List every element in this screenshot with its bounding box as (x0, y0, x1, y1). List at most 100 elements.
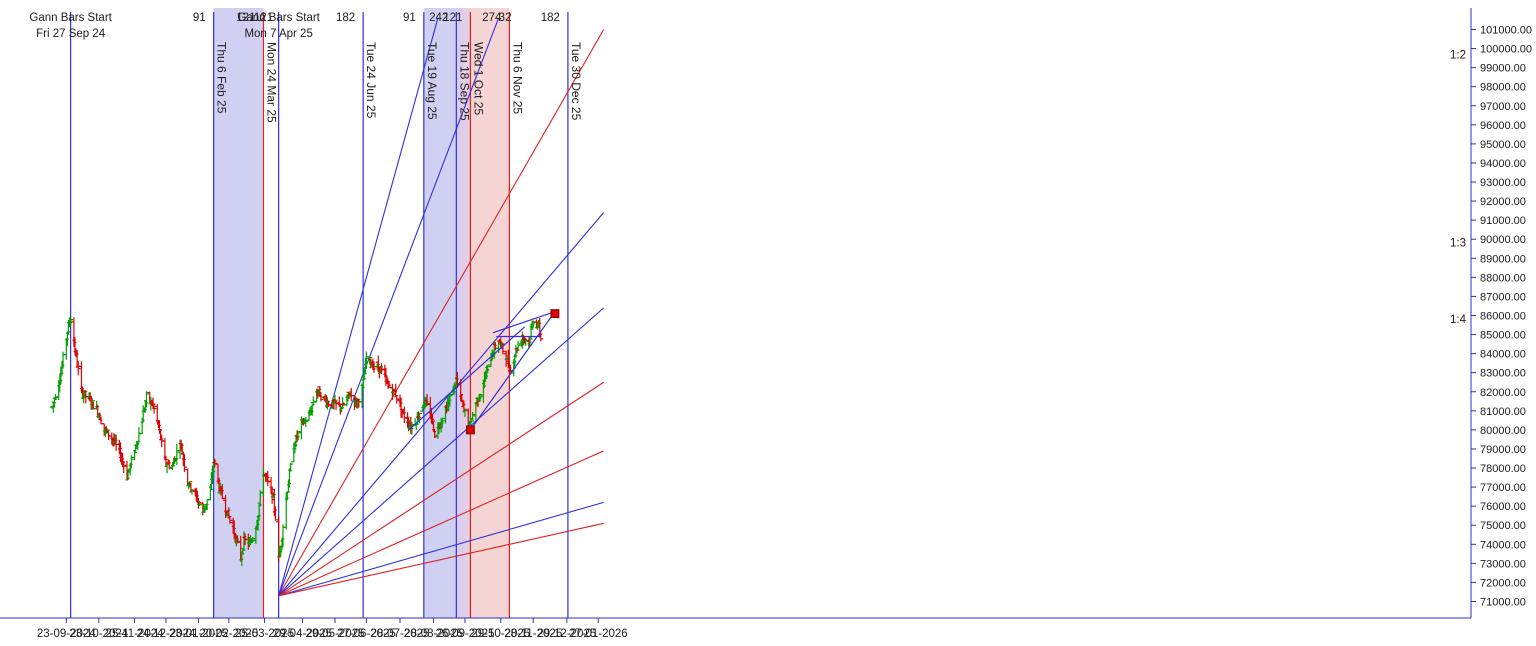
cycle-date-label-8: Thu 6 Nov 25 (510, 42, 524, 114)
y-axis: 71000.00 72000.00 73000.00 74000.00 75000.00… (1470, 0, 1536, 646)
price-bar (468, 420, 474, 423)
cycle-count-8: 274 (482, 12, 502, 24)
price-bar (121, 461, 127, 474)
trend-line-0 (408, 326, 525, 431)
y-tick-label: 86000.00 (1480, 310, 1526, 322)
y-tick-label: 96000.00 (1480, 120, 1526, 132)
fan-ray-3 (278, 212, 605, 597)
cycle-count-2: 121 (236, 12, 255, 24)
y-tick-label: 77000.00 (1480, 482, 1526, 494)
trend-line-2 (492, 311, 556, 334)
price-bar (470, 411, 476, 420)
fan-ray-7 (278, 501, 604, 597)
fan-ray-4 (278, 307, 605, 597)
pivot-marker-1 (550, 309, 560, 318)
y-tick-label: 85000.00 (1480, 330, 1526, 342)
price-bar (239, 551, 245, 567)
cycle-date-label-5: Tue 19 Aug 25 (425, 42, 439, 120)
y-tick-label: 81000.00 (1480, 406, 1526, 418)
time-bands (213, 8, 510, 618)
price-bar (174, 443, 180, 466)
cycle-date-label-4: Tue 24 Jun 25 (364, 42, 378, 119)
y-tick-label: 79000.00 (1480, 444, 1526, 456)
time-band-1 (423, 8, 457, 618)
cycle-count-4: 182 (336, 12, 355, 24)
price-bar (197, 501, 203, 507)
x-tick-label: 20-02-2025 (199, 628, 258, 640)
price-bar (52, 394, 58, 400)
x-tick-label: 23-01-2025 (169, 628, 228, 640)
price-bar (219, 484, 225, 500)
x-tick-label: 25-11-2024 (106, 628, 165, 640)
time-band-2 (456, 8, 471, 618)
y-tick-label: 74000.00 (1480, 539, 1526, 551)
price-bar (226, 507, 232, 518)
pivot-markers (466, 309, 560, 435)
price-bar (181, 454, 187, 472)
x-tick-label: 28-11-2025 (504, 628, 562, 640)
price-bar (151, 404, 157, 414)
cycle-labels: Gann Bars Start Fri 27 Sep 24 91 Thu 6 Feb … (29, 12, 1466, 326)
price-bar (523, 339, 529, 346)
price-bar (522, 336, 528, 344)
price-bar (393, 383, 399, 397)
gann-fan (278, 17, 605, 597)
trend-line-1 (469, 311, 556, 431)
extra-count-0: 121 (254, 12, 273, 24)
price-bars (49, 316, 544, 567)
price-bar (150, 397, 156, 410)
y-tick-label: 72000.00 (1480, 577, 1526, 589)
price-bar (447, 393, 453, 407)
y-tick-label: 84000.00 (1480, 349, 1526, 361)
x-tick-label: 28-08-2025 (404, 628, 463, 640)
y-tick-label: 88000.00 (1480, 272, 1526, 284)
y-tick-label: 71000.00 (1480, 597, 1526, 609)
y-tick-label: 101000.00 (1480, 24, 1532, 36)
price-bar (128, 454, 134, 469)
fan-ray-1 (278, 17, 500, 596)
price-bar (75, 361, 81, 376)
price-bar (68, 316, 74, 326)
price-bar (132, 450, 138, 461)
y-tick-label: 99000.00 (1480, 63, 1526, 75)
fan-ray-6 (278, 450, 604, 597)
price-bar (295, 430, 301, 441)
cycle-count-1: 91 (193, 12, 206, 24)
x-tick-label: 28-07-2025 (371, 628, 430, 640)
extra-count-1: 32 (499, 12, 512, 24)
price-bar (477, 393, 483, 402)
price-bar (401, 406, 407, 424)
y-tick-label: 80000.00 (1480, 425, 1526, 437)
cycle-start-date-0: Fri 27 Sep 24 (36, 28, 106, 40)
trend-lines (408, 311, 556, 431)
y-tick-label: 83000.00 (1480, 368, 1526, 380)
x-tick-label: 25-03-2025 (235, 628, 294, 640)
cycle-date-label-2: Mon 24 Mar 25 (264, 42, 278, 123)
x-tick-label: 29-12-2025 (537, 628, 596, 640)
price-bar (379, 363, 385, 374)
fan-ray-8 (278, 522, 604, 597)
x-tick-label: 27-06-2025 (337, 628, 396, 640)
price-bar (515, 341, 521, 351)
cycle-count-9: 182 (541, 12, 560, 24)
fan-ray-2 (278, 29, 605, 597)
price-bar (310, 396, 316, 406)
cycle-date-label-7: Wed 1 Oct 25 (471, 42, 485, 115)
price-bar (250, 537, 256, 543)
y-tick-label: 73000.00 (1480, 558, 1526, 570)
y-tick-label: 98000.00 (1480, 82, 1526, 94)
price-bar (257, 490, 263, 507)
y-axis-area (1470, 0, 1536, 646)
price-bar (288, 462, 294, 472)
x-axis: 23-09-202423-10-202425-11-202424-12-2024… (0, 617, 1471, 640)
cycle-date-label-6: Thu 18 Sep 25 (457, 42, 471, 121)
cycle-date-label-9: Tue 30 Dec 25 (569, 42, 583, 121)
y-tick-label: 95000.00 (1480, 139, 1526, 151)
price-bar (272, 506, 278, 521)
y-tick-label: 91000.00 (1480, 215, 1526, 227)
x-tick-label: 29-04-2025 (273, 628, 332, 640)
y-tick-label: 89000.00 (1480, 253, 1526, 265)
x-tick-label: 29-10-2025 (471, 628, 530, 640)
x-tick-label: 29-05-2025 (306, 628, 365, 640)
